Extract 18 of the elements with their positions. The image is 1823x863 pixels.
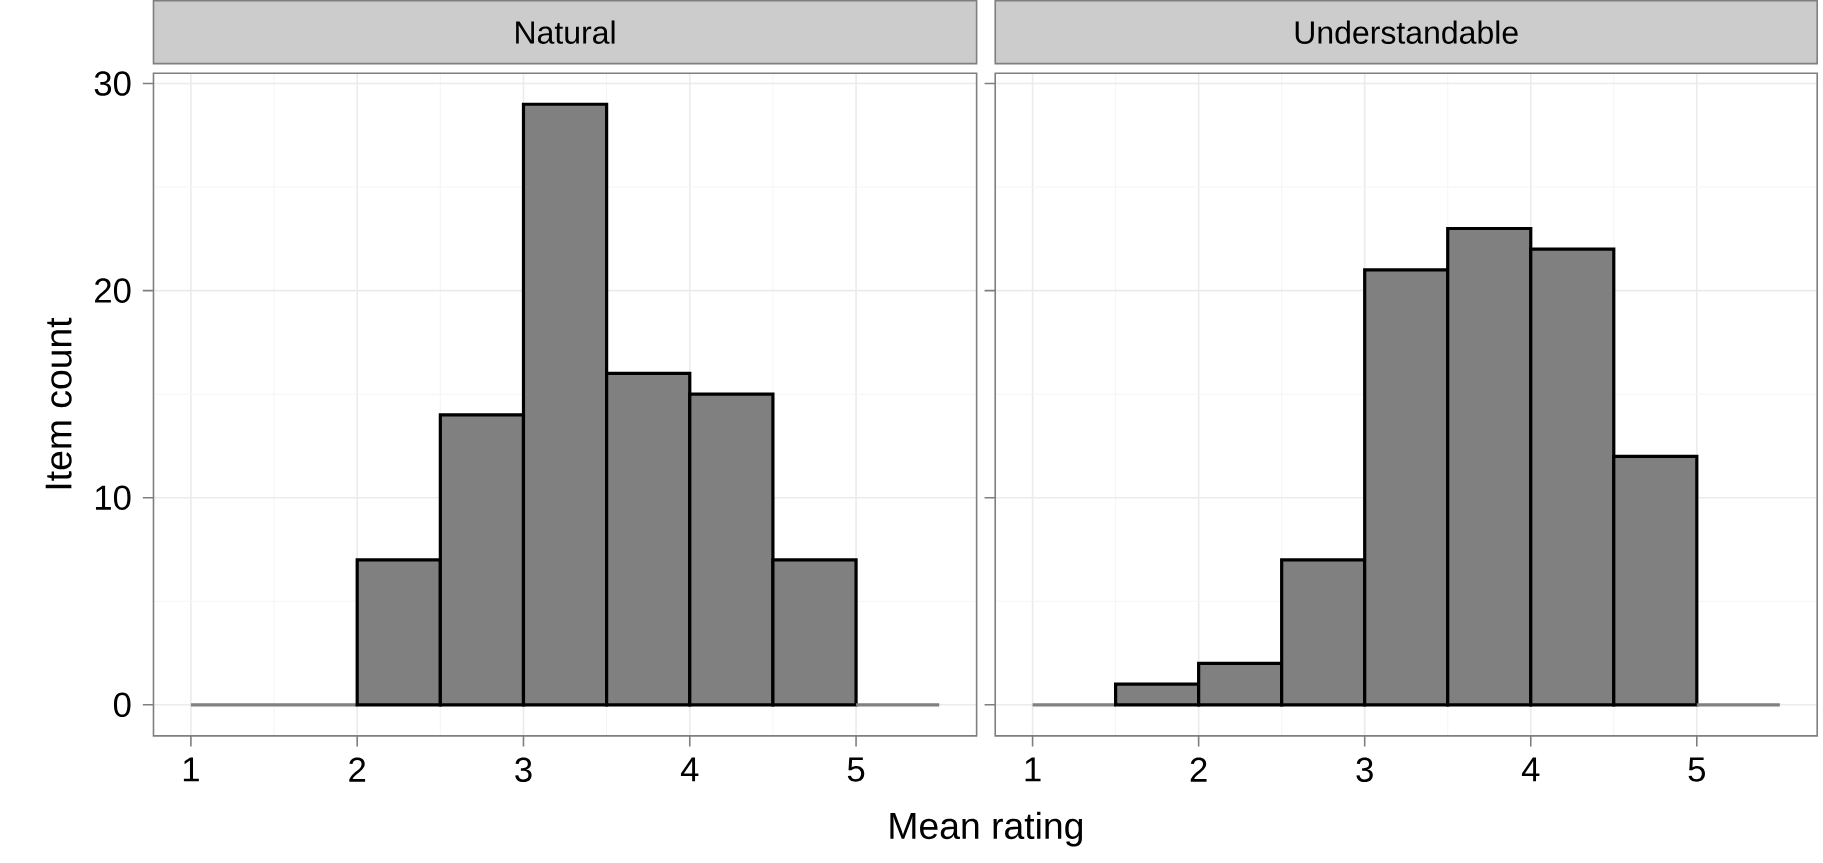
x-tick-label: 3 [515,757,532,782]
x-tick-label: 1 [1025,757,1041,782]
x-tick-label: 5 [1688,757,1705,782]
x-tick-label: 2 [349,757,366,782]
x-tick-label: 3 [1356,757,1373,782]
x-tick-label: 2 [1190,757,1207,782]
y-tick-label: 20 [95,278,131,303]
x-tick-label: 5 [847,757,865,782]
y-tick-label: 10 [95,485,131,510]
x-tick-label: 1 [183,757,199,782]
chart-title: Understandable [1295,20,1518,44]
y-tick-label: 30 [94,71,131,96]
chart-title: Natural [516,20,615,44]
x-tick-label: 4 [680,757,699,782]
x-axis-title: Mean rating [890,811,1083,847]
x-tick-label: 4 [1521,757,1540,782]
y-axis-title: Item count [45,317,72,489]
y-tick-label: 0 [113,692,131,718]
